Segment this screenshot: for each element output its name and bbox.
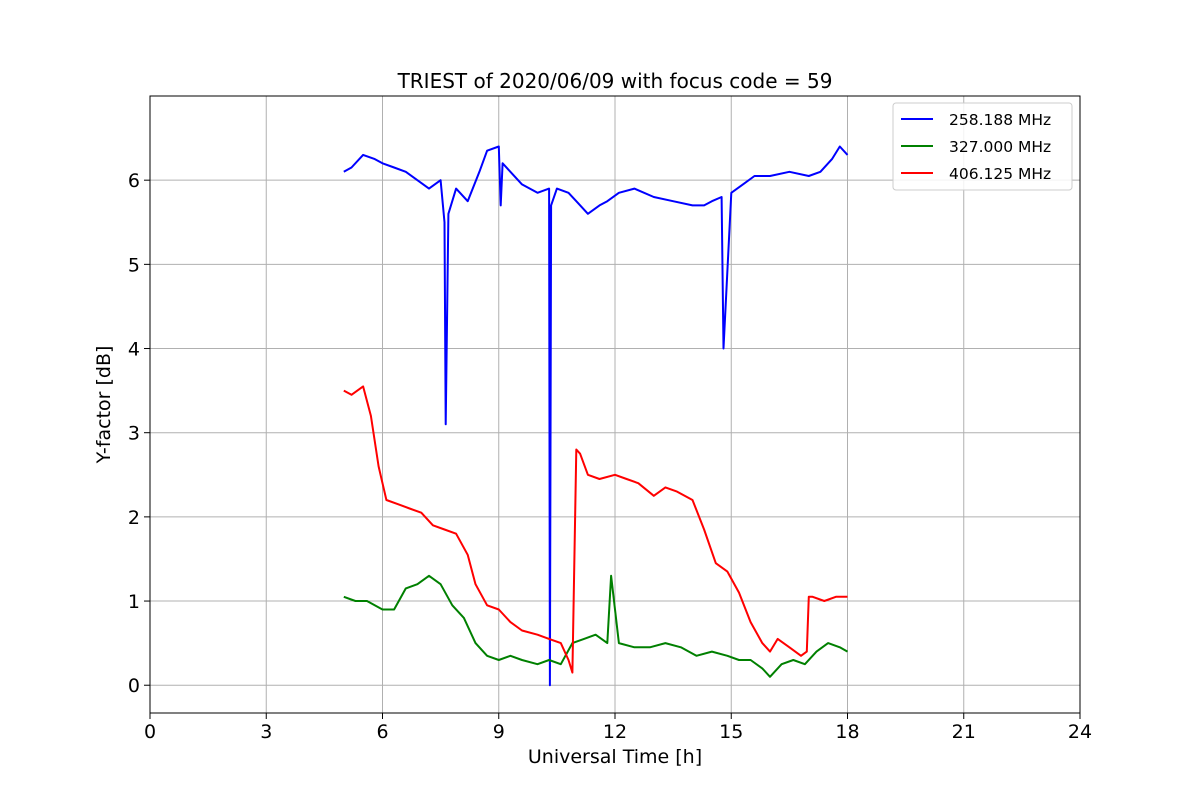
y-tick-label: 4	[128, 339, 140, 361]
x-tick-label: 6	[376, 721, 388, 743]
y-tick-label: 2	[128, 507, 140, 529]
x-tick-label: 0	[144, 721, 156, 743]
series-line-1	[343, 574, 848, 678]
x-tick-label: 9	[493, 721, 505, 743]
x-tick-label: 21	[952, 721, 976, 743]
legend-box	[892, 102, 1073, 191]
legend-label-2: 406.125 MHz	[949, 165, 1051, 183]
x-tick-label: 12	[603, 721, 627, 743]
legend: 258.188 MHz 327.000 MHz 406.125 MHz	[892, 102, 1073, 191]
legend-label-1: 327.000 MHz	[949, 138, 1051, 156]
series-layer	[343, 145, 849, 687]
chart-title: TRIEST of 2020/06/09 with focus code = 5…	[397, 69, 833, 93]
y-tick-label: 3	[128, 423, 140, 445]
series-line-0	[343, 145, 849, 687]
x-tick-label: 18	[835, 721, 859, 743]
x-tick-label: 15	[719, 721, 743, 743]
y-tick-label: 1	[128, 591, 140, 613]
series-line-2	[343, 385, 848, 674]
x-tick-label: 24	[1068, 721, 1092, 743]
y-tick-label: 0	[128, 675, 140, 697]
x-tick-label: 3	[260, 721, 272, 743]
y-axis-title: Y-factor [dB]	[93, 346, 115, 465]
x-axis-title: Universal Time [h]	[528, 746, 702, 768]
y-tick-label: 5	[128, 254, 140, 276]
legend-label-0: 258.188 MHz	[949, 111, 1051, 129]
y-tick-label: 6	[128, 170, 140, 192]
